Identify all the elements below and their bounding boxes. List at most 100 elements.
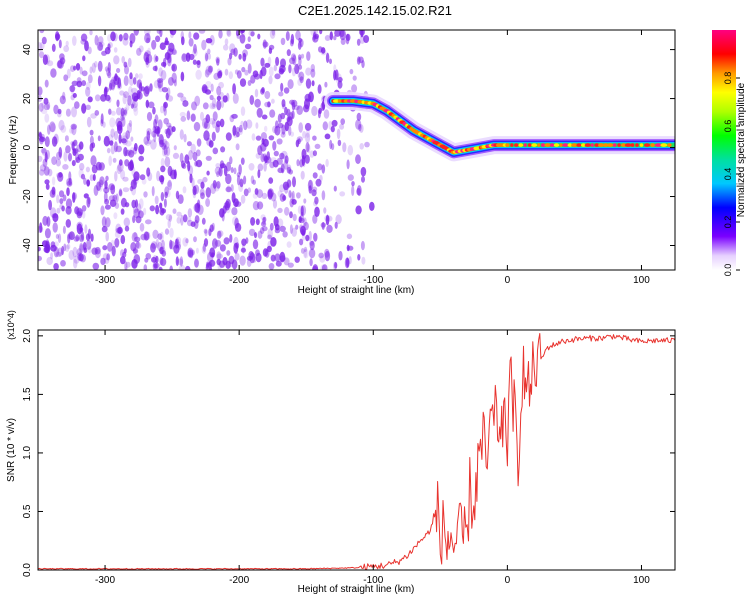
noise-blob xyxy=(298,54,302,61)
noise-blob xyxy=(72,246,78,258)
noise-blob xyxy=(41,36,47,45)
snr-plot-area xyxy=(38,330,675,570)
noise-blob xyxy=(38,86,43,96)
noise-blob xyxy=(313,200,318,207)
noise-blob xyxy=(287,79,294,90)
noise-blob xyxy=(307,143,311,154)
noise-blob xyxy=(177,243,181,250)
noise-blob xyxy=(185,238,189,244)
signal-track-peak xyxy=(571,143,578,147)
noise-blob xyxy=(299,224,303,233)
noise-blob xyxy=(98,41,105,47)
signal-track-peak xyxy=(531,143,538,147)
noise-blob xyxy=(281,103,286,110)
noise-blob xyxy=(155,238,159,249)
noise-blob xyxy=(78,209,84,216)
noise-blob xyxy=(356,56,361,65)
noise-blob xyxy=(264,155,268,164)
noise-blob xyxy=(122,187,130,193)
noise-blob xyxy=(280,82,284,92)
noise-blob xyxy=(325,214,330,226)
noise-blob xyxy=(325,158,329,168)
noise-blob xyxy=(76,80,83,88)
noise-blob xyxy=(40,108,48,115)
noise-blob xyxy=(50,68,57,78)
figure-title: C2E1.2025.142.15.02.R21 xyxy=(298,3,452,18)
noise-blob xyxy=(348,256,352,265)
noise-blob xyxy=(110,184,116,195)
noise-blob xyxy=(279,251,286,263)
noise-blob xyxy=(241,66,246,73)
noise-blob xyxy=(216,171,220,178)
noise-blob xyxy=(104,198,110,205)
noise-blob xyxy=(108,108,112,115)
noise-blob xyxy=(120,249,125,257)
noise-blob xyxy=(172,47,177,55)
noise-blob xyxy=(115,193,119,203)
noise-blob xyxy=(201,246,207,254)
noise-blob xyxy=(86,197,91,208)
signal-track-peak xyxy=(635,143,639,147)
noise-blob xyxy=(267,189,273,200)
noise-blob xyxy=(130,179,137,190)
signal-track-peak xyxy=(510,143,514,147)
signal-track-peak xyxy=(584,143,591,147)
noise-blob xyxy=(173,244,180,254)
noise-blob xyxy=(70,140,76,146)
noise-blob xyxy=(85,82,91,90)
y-tick-label: 40 xyxy=(22,44,33,56)
noise-blob xyxy=(190,113,196,122)
noise-blob xyxy=(40,133,45,141)
noise-blob xyxy=(160,105,164,114)
noise-blob xyxy=(298,71,305,81)
noise-blob xyxy=(123,61,128,68)
noise-blob xyxy=(58,172,63,178)
noise-blob xyxy=(58,190,65,198)
noise-blob xyxy=(339,30,346,41)
noise-blob xyxy=(281,124,286,135)
noise-blob xyxy=(200,181,205,189)
noise-blob xyxy=(83,193,89,199)
noise-blob xyxy=(135,73,139,79)
noise-blob xyxy=(205,38,213,44)
noise-blob xyxy=(82,55,86,62)
noise-blob xyxy=(80,173,86,180)
noise-blob xyxy=(205,52,209,62)
noise-blob xyxy=(119,90,125,96)
noise-blob xyxy=(238,53,242,60)
noise-blob xyxy=(79,242,84,252)
noise-blob xyxy=(351,185,355,196)
noise-blob xyxy=(205,187,211,198)
noise-blob xyxy=(127,57,132,68)
noise-blob xyxy=(39,169,45,176)
noise-blob xyxy=(270,157,277,164)
noise-blob xyxy=(144,231,151,241)
noise-blob xyxy=(267,234,272,240)
noise-blob xyxy=(152,106,156,115)
noise-blob xyxy=(346,233,353,240)
noise-blob xyxy=(139,82,143,93)
noise-blob xyxy=(110,144,115,155)
noise-blob xyxy=(312,264,319,270)
noise-blob xyxy=(248,251,254,260)
noise-blob xyxy=(292,213,297,222)
noise-blob xyxy=(355,205,362,215)
noise-blob xyxy=(248,228,256,237)
snr-series xyxy=(38,333,675,570)
noise-blob xyxy=(303,248,309,259)
noise-blob xyxy=(272,140,277,151)
noise-blob xyxy=(308,248,316,259)
noise-blob xyxy=(100,94,107,102)
x-tick-label: -200 xyxy=(229,275,249,286)
noise-blob xyxy=(104,66,109,72)
noise-blob xyxy=(68,250,75,260)
noise-blob xyxy=(262,216,267,223)
noise-blob xyxy=(145,219,152,225)
noise-blob xyxy=(232,125,237,136)
signal-track-peak xyxy=(567,143,573,147)
noise-blob xyxy=(364,141,370,148)
noise-blob xyxy=(254,98,261,108)
noise-blob xyxy=(204,69,210,78)
noise-blob xyxy=(369,201,375,211)
noise-blob xyxy=(45,241,50,252)
